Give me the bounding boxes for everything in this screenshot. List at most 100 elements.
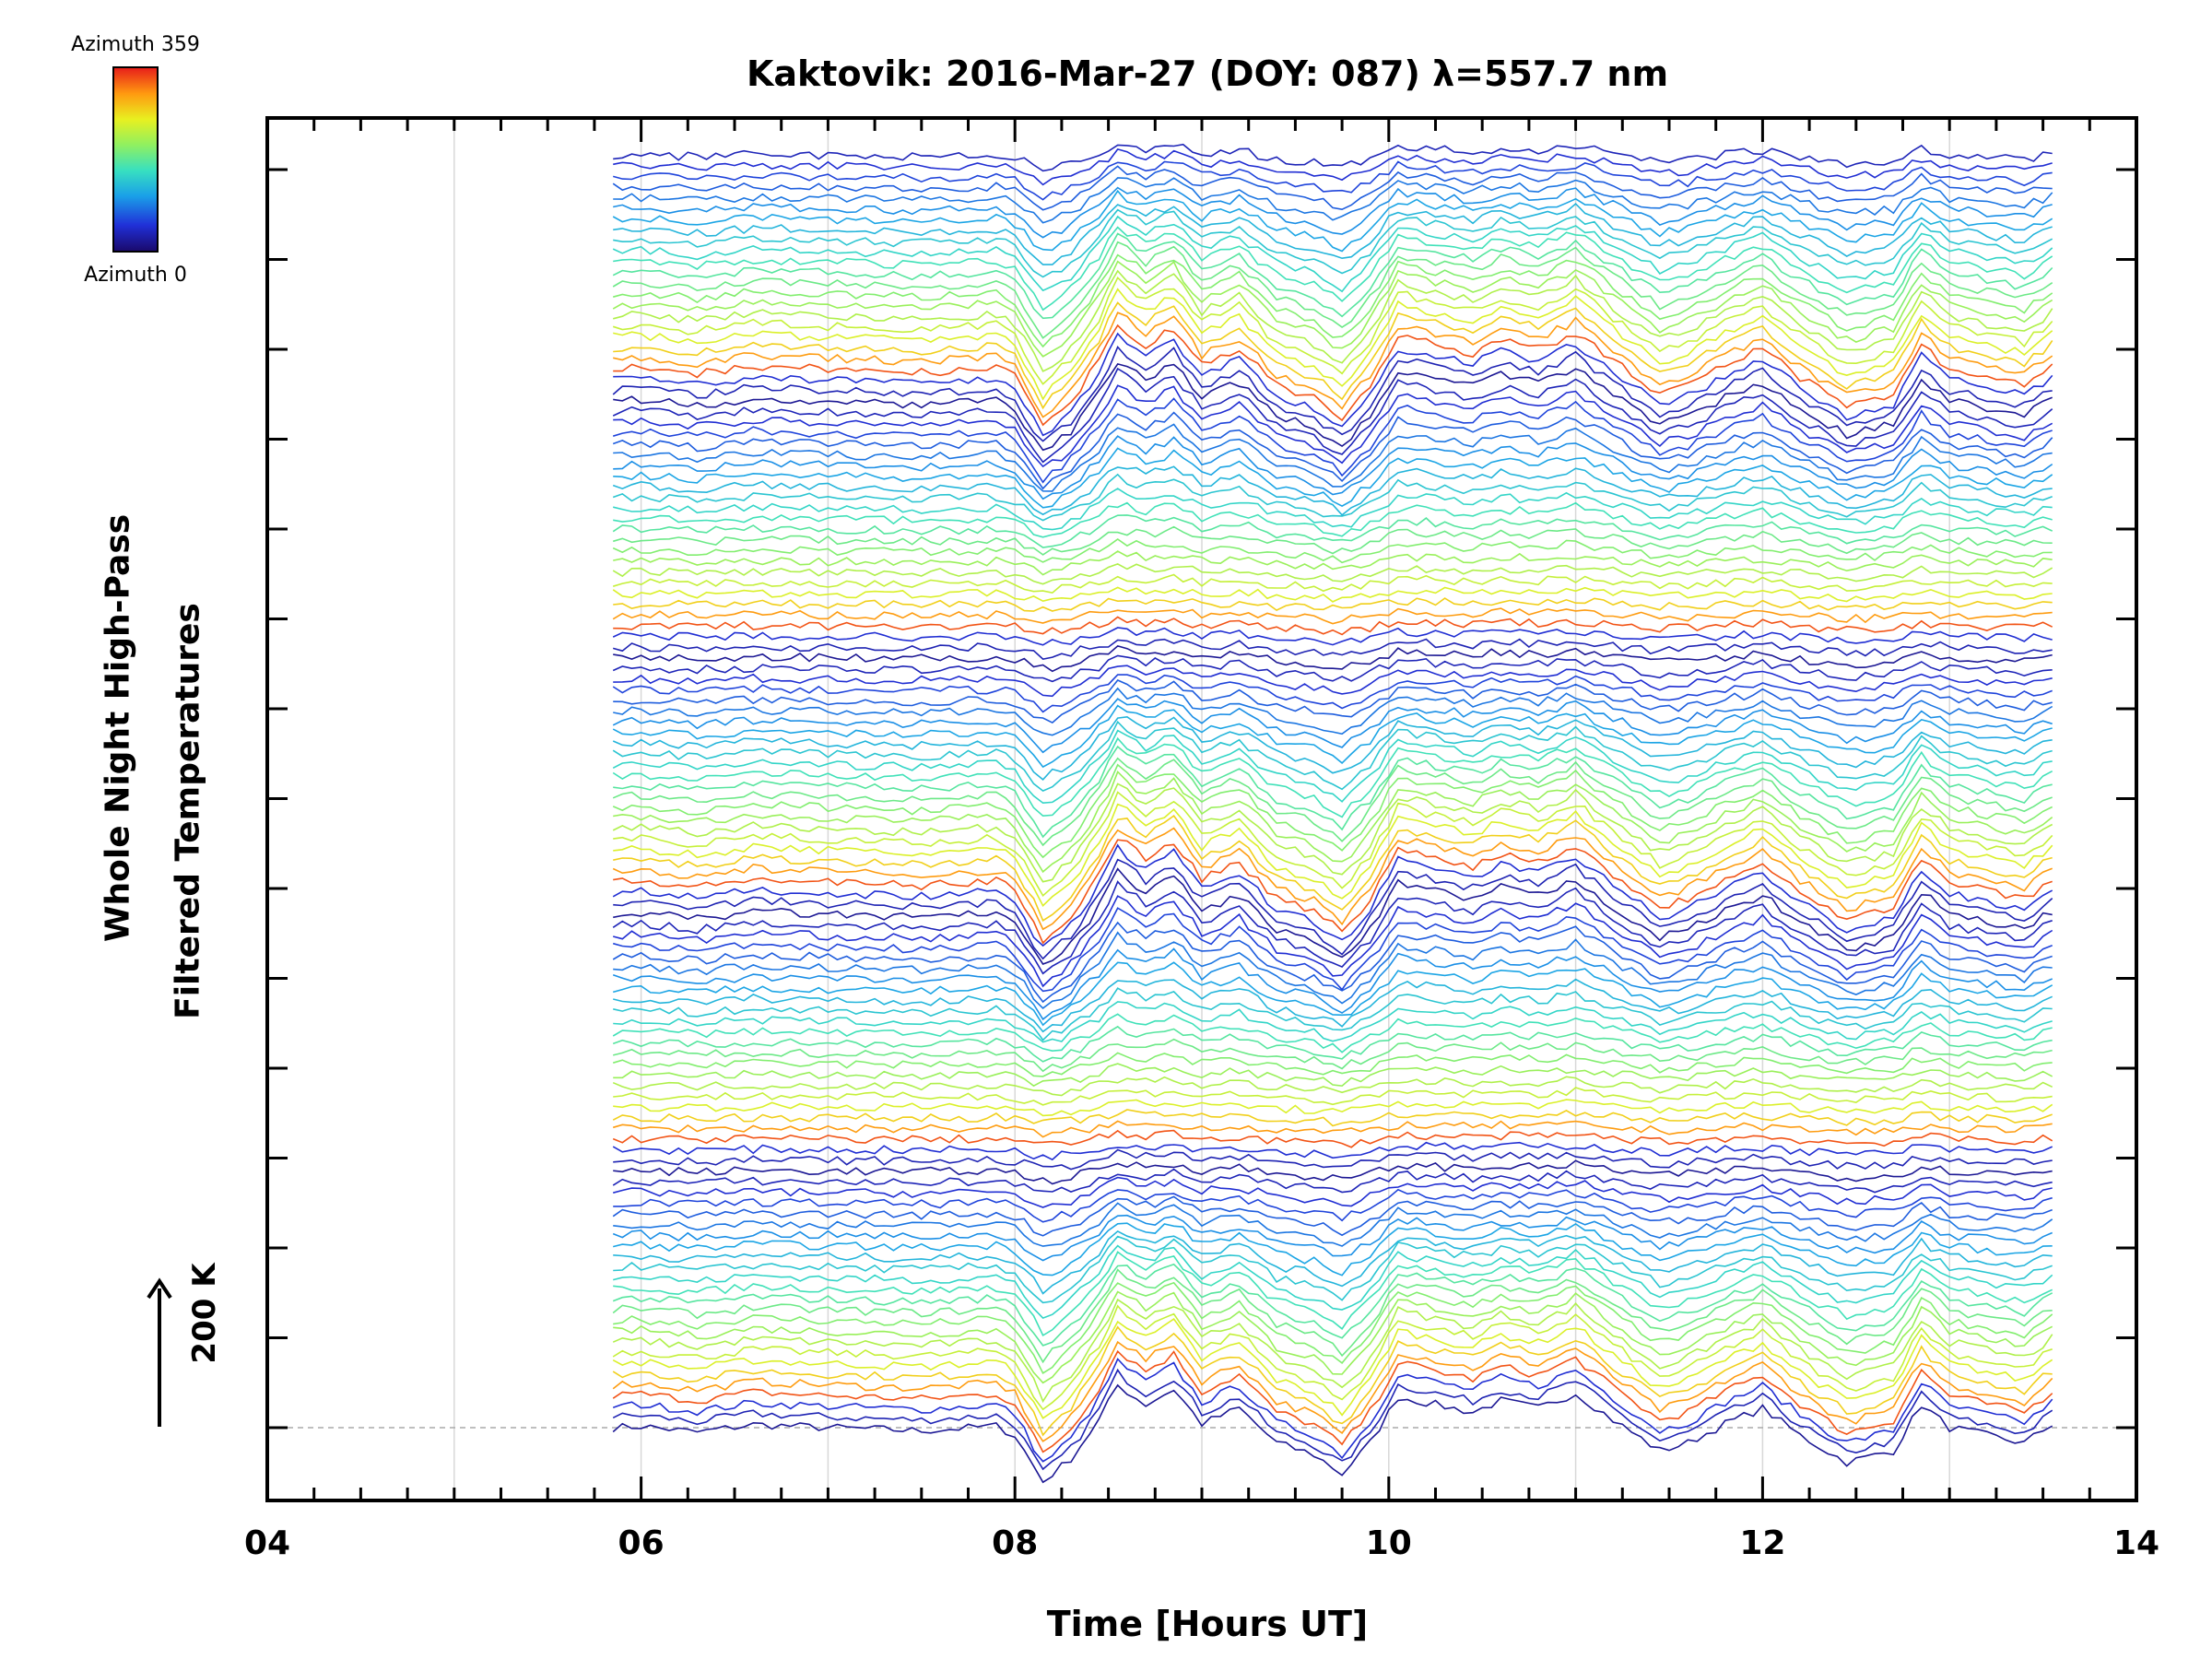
series-line-22 bbox=[612, 1176, 2053, 1208]
series-line-18 bbox=[612, 1214, 2053, 1262]
series-line-23 bbox=[612, 1168, 2053, 1194]
y-axis-label-line1: Whole Night High-Pass bbox=[99, 513, 137, 943]
series-line-60 bbox=[613, 745, 2053, 839]
series-line-34 bbox=[612, 1052, 2053, 1077]
series-line-55 bbox=[613, 791, 2053, 898]
series-line-12 bbox=[612, 1263, 2053, 1347]
series-layer bbox=[612, 143, 2053, 1484]
series-line-37 bbox=[612, 1013, 2053, 1053]
series-line-10 bbox=[613, 1281, 2053, 1374]
series-line-43 bbox=[613, 931, 2053, 1009]
series-line-49 bbox=[613, 858, 2053, 960]
series-line-8 bbox=[612, 1298, 2053, 1404]
series-line-64 bbox=[612, 715, 2053, 782]
series-line-0 bbox=[612, 1383, 2053, 1484]
colorbar-bottom-label: Azimuth 0 bbox=[84, 264, 187, 287]
series-line-113 bbox=[612, 189, 2053, 253]
series-line-108 bbox=[612, 232, 2053, 320]
series-line-62 bbox=[612, 729, 2053, 805]
series-line-84 bbox=[612, 514, 2053, 548]
series-line-32 bbox=[612, 1076, 2053, 1097]
series-line-91 bbox=[613, 423, 2053, 492]
series-line-114 bbox=[613, 186, 2053, 239]
series-line-96 bbox=[613, 362, 2053, 452]
series-line-29 bbox=[612, 1109, 2053, 1127]
series-line-73 bbox=[612, 638, 2053, 660]
series-line-48 bbox=[613, 867, 2053, 965]
series-line-20 bbox=[612, 1195, 2053, 1237]
series-line-85 bbox=[613, 501, 2053, 538]
series-line-13 bbox=[613, 1251, 2053, 1337]
series-line-65 bbox=[612, 704, 2053, 769]
series-line-70 bbox=[613, 665, 2053, 698]
scale-arrow-head bbox=[147, 1277, 172, 1300]
series-line-17 bbox=[613, 1222, 2053, 1277]
series-line-79 bbox=[612, 573, 2053, 594]
series-line-39 bbox=[613, 987, 2053, 1041]
series-line-16 bbox=[613, 1230, 2053, 1295]
scale-bar-label: 200 K bbox=[186, 1263, 223, 1364]
series-line-104 bbox=[613, 269, 2053, 372]
series-line-110 bbox=[612, 215, 2053, 293]
series-line-59 bbox=[612, 757, 2053, 847]
series-line-61 bbox=[612, 736, 2053, 818]
series-line-77 bbox=[613, 597, 2053, 612]
series-line-45 bbox=[612, 907, 2053, 993]
x-tick-label: 14 bbox=[2113, 1524, 2159, 1562]
series-line-80 bbox=[612, 563, 2053, 585]
y-axis-label-line2: Filtered Temperatures bbox=[169, 603, 207, 1019]
series-line-119 bbox=[613, 143, 2053, 172]
series-line-87 bbox=[612, 473, 2053, 522]
series-line-107 bbox=[612, 241, 2053, 339]
series-line-106 bbox=[612, 253, 2053, 348]
series-line-56 bbox=[612, 782, 2053, 883]
series-line-88 bbox=[612, 465, 2053, 516]
series-line-30 bbox=[613, 1099, 2053, 1117]
series-line-24 bbox=[613, 1159, 2053, 1185]
series-line-90 bbox=[613, 435, 2053, 500]
series-line-35 bbox=[613, 1038, 2053, 1073]
series-line-54 bbox=[613, 803, 2053, 908]
series-line-19 bbox=[613, 1202, 2053, 1247]
series-line-103 bbox=[612, 276, 2053, 385]
series-line-47 bbox=[612, 880, 2053, 975]
series-line-26 bbox=[612, 1141, 2053, 1161]
chart-title: Kaktovik: 2016-Mar-27 (DOY: 087) λ=557.7… bbox=[746, 53, 1669, 94]
series-line-116 bbox=[612, 165, 2053, 211]
series-line-92 bbox=[612, 411, 2053, 490]
series-line-75 bbox=[613, 616, 2053, 636]
series-line-69 bbox=[612, 674, 2053, 713]
series-line-15 bbox=[613, 1235, 2053, 1304]
colorbar-top-label: Azimuth 359 bbox=[71, 33, 200, 56]
series-line-40 bbox=[613, 978, 2053, 1033]
x-tick-label: 08 bbox=[992, 1524, 1038, 1562]
series-line-36 bbox=[612, 1025, 2053, 1063]
series-line-6 bbox=[612, 1318, 2053, 1419]
series-line-86 bbox=[613, 488, 2053, 531]
series-line-111 bbox=[613, 208, 2053, 278]
series-line-76 bbox=[612, 607, 2053, 625]
axis-layer: 04 06 08 10 12 14 bbox=[147, 116, 2159, 1562]
series-line-38 bbox=[613, 1001, 2053, 1043]
series-line-72 bbox=[613, 645, 2053, 673]
series-line-67 bbox=[613, 687, 2053, 736]
series-line-101 bbox=[613, 301, 2053, 410]
series-line-98 bbox=[613, 332, 2053, 437]
x-tick-label: 04 bbox=[244, 1524, 290, 1562]
series-line-2 bbox=[612, 1358, 2053, 1463]
x-tick-label: 12 bbox=[1739, 1524, 1785, 1562]
series-line-5 bbox=[612, 1325, 2053, 1437]
series-line-99 bbox=[613, 324, 2053, 427]
grid-layer bbox=[267, 118, 2136, 1500]
x-tick-label: 10 bbox=[1366, 1524, 1412, 1562]
series-line-74 bbox=[612, 627, 2053, 646]
series-line-25 bbox=[613, 1148, 2053, 1171]
series-line-95 bbox=[612, 367, 2053, 464]
series-line-42 bbox=[612, 947, 2053, 1021]
series-line-4 bbox=[612, 1340, 2053, 1442]
series-line-82 bbox=[612, 538, 2053, 564]
series-line-50 bbox=[612, 843, 2053, 947]
series-line-63 bbox=[612, 720, 2053, 793]
series-line-109 bbox=[613, 226, 2053, 312]
